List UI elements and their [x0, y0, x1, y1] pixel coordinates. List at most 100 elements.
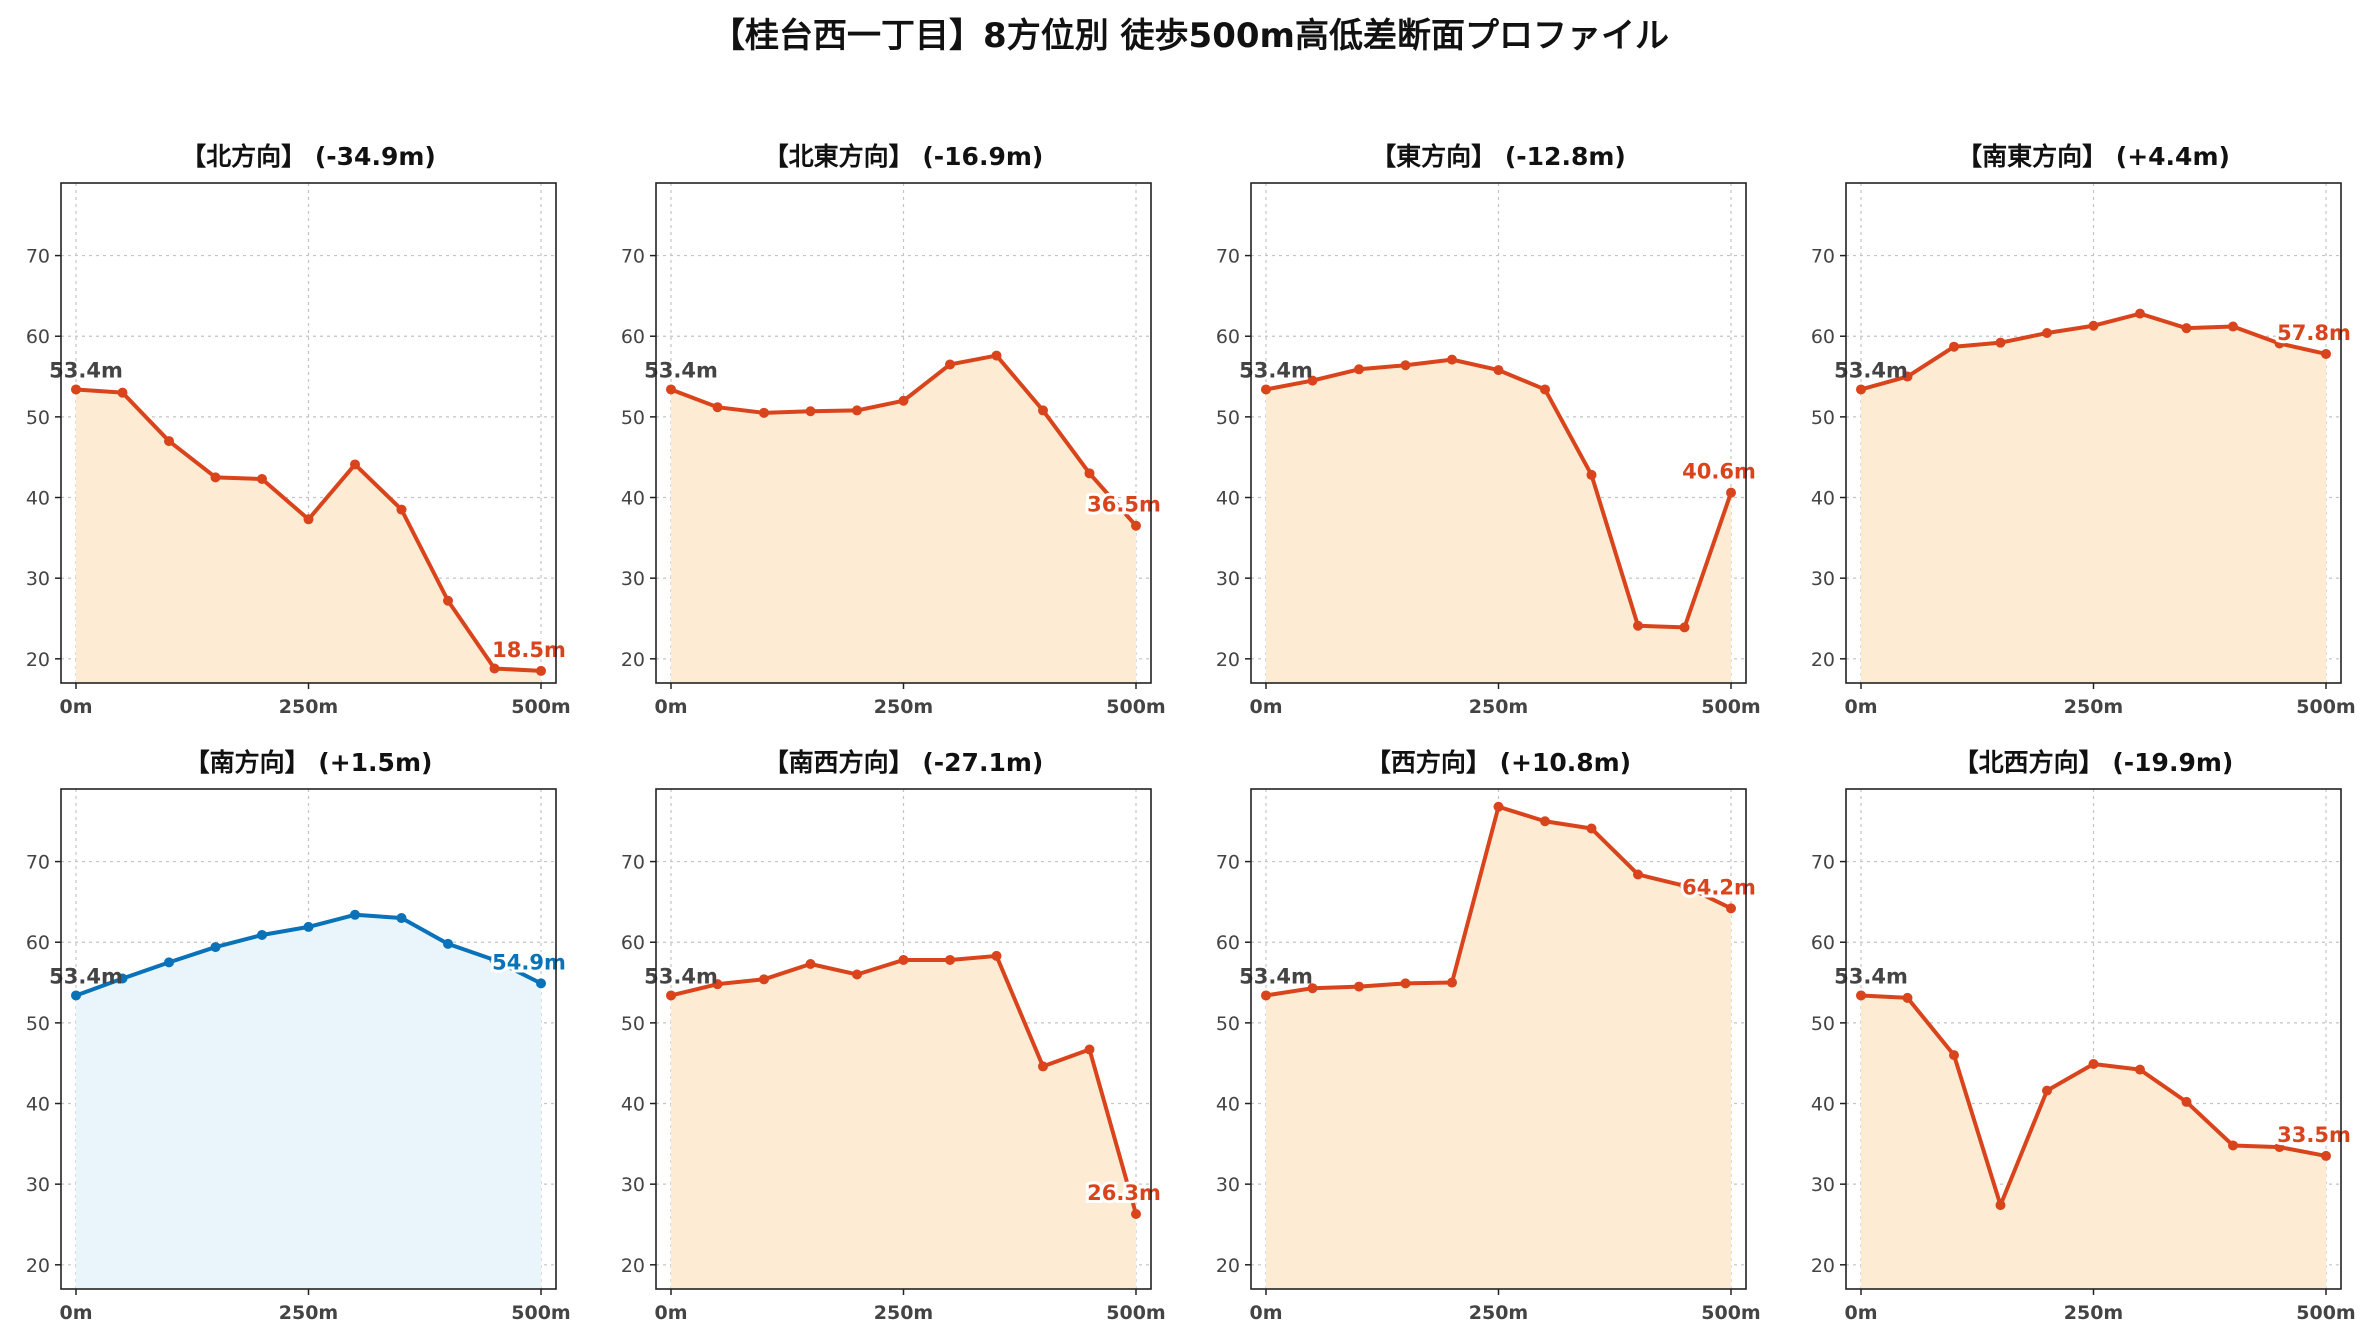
profile-point	[210, 942, 221, 953]
profile-point	[666, 384, 676, 395]
y-tick-label: 60	[1216, 932, 1240, 954]
profile-point	[71, 990, 81, 1001]
end-elevation-label: 64.2m	[1682, 875, 1756, 899]
panel-title: 【南方向】 (+1.5m)	[185, 748, 433, 777]
profile-point	[1084, 468, 1095, 479]
end-elevation-label: 36.5m	[1087, 493, 1161, 517]
profile-point	[2042, 1085, 2052, 1096]
profile-point	[666, 990, 676, 1001]
y-tick-label: 60	[621, 932, 645, 954]
profile-area	[671, 355, 1136, 683]
profile-point	[1633, 869, 1643, 880]
x-tick-label: 500m	[1701, 696, 1760, 718]
y-tick-label: 20	[621, 1255, 645, 1277]
y-tick-label: 40	[1216, 1094, 1240, 1116]
x-tick-label: 500m	[2296, 696, 2355, 718]
y-tick-label: 60	[1811, 932, 1835, 954]
y-tick-label: 20	[1811, 649, 1835, 671]
profile-point	[257, 929, 267, 940]
profile-point	[2274, 1142, 2285, 1153]
profile-point	[712, 979, 723, 990]
plot-frame	[655, 182, 1152, 684]
profile-point	[805, 959, 816, 969]
y-tick-label: 60	[621, 326, 645, 348]
y-tick-label: 70	[1811, 852, 1835, 874]
plot-frame	[60, 182, 557, 684]
plot-frame	[1250, 788, 1747, 1290]
y-tick-label: 20	[26, 649, 50, 671]
profile-point	[1540, 384, 1550, 395]
profile-point	[1493, 801, 1504, 812]
x-tick-label: 0m	[1844, 1302, 1877, 1324]
end-elevation-label: 18.5m	[492, 638, 566, 662]
x-tick-label: 500m	[2296, 1302, 2355, 1324]
y-tick-label: 60	[1216, 326, 1240, 348]
x-tick-label: 0m	[1249, 696, 1282, 718]
profile-point	[1679, 880, 1690, 891]
profile-area	[1266, 806, 1731, 1289]
y-tick-label: 30	[621, 568, 645, 590]
profile-point	[1400, 360, 1411, 371]
y-tick-label: 40	[26, 1094, 50, 1116]
profile-point	[759, 974, 769, 985]
profile-point	[443, 595, 453, 606]
y-tick-label: 40	[1216, 488, 1240, 510]
y-tick-label: 50	[1216, 407, 1240, 429]
profile-point	[1995, 337, 2006, 348]
profile-point	[303, 921, 314, 932]
end-elevation-label: 40.6m	[1682, 460, 1756, 484]
y-tick-label: 30	[26, 568, 50, 590]
profile-point	[1856, 384, 1866, 395]
profile-point	[2135, 308, 2145, 319]
y-tick-label: 20	[1811, 1255, 1835, 1277]
y-tick-label: 30	[1811, 568, 1835, 590]
y-tick-label: 70	[1216, 852, 1240, 874]
profile-area	[76, 389, 541, 683]
profile-point	[1038, 405, 1048, 416]
x-tick-label: 250m	[279, 696, 338, 718]
x-tick-label: 250m	[1469, 1302, 1528, 1324]
x-tick-label: 500m	[511, 1302, 570, 1324]
y-tick-label: 30	[1216, 568, 1240, 590]
panel-title: 【北東方向】 (-16.9m)	[764, 142, 1044, 171]
profile-area	[1861, 995, 2326, 1289]
profile-point	[2181, 323, 2192, 334]
profile-point	[898, 954, 909, 965]
profile-point	[2181, 1096, 2192, 1107]
profile-point	[257, 473, 267, 484]
end-elevation-label: 26.3m	[1087, 1181, 1161, 1205]
x-tick-label: 250m	[874, 696, 933, 718]
profile-point	[2228, 1140, 2238, 1151]
profile-point	[443, 938, 453, 949]
profile-point	[1307, 375, 1318, 386]
profile-point	[1447, 977, 1457, 988]
profile-point	[2274, 338, 2285, 349]
y-tick-label: 40	[26, 488, 50, 510]
profile-point	[164, 436, 174, 447]
y-tick-label: 70	[26, 852, 50, 874]
profile-point	[1633, 620, 1643, 631]
profile-point	[1856, 990, 1866, 1001]
profile-point	[898, 395, 909, 406]
y-tick-label: 50	[621, 407, 645, 429]
profile-point	[1493, 365, 1504, 376]
profile-point	[1679, 622, 1690, 633]
plot-frame	[1250, 182, 1747, 684]
y-tick-label: 60	[1811, 326, 1835, 348]
plot-frame	[60, 788, 557, 1290]
profile-point	[1084, 1044, 1095, 1055]
profile-point	[2088, 1059, 2099, 1069]
end-elevation-label: 54.9m	[492, 950, 566, 974]
profile-point	[2321, 1150, 2331, 1161]
profile-point	[1902, 992, 1913, 1003]
profile-point	[1447, 354, 1457, 365]
profile-point	[945, 954, 955, 965]
profile-point	[1354, 981, 1364, 992]
profile-point	[396, 504, 407, 515]
profile-point	[303, 514, 314, 525]
